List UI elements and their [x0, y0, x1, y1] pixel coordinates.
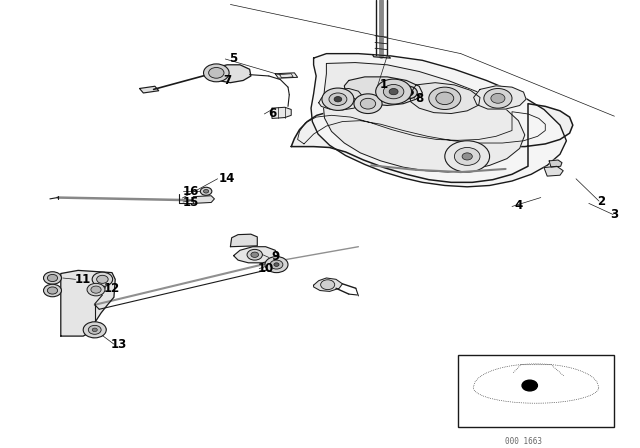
Circle shape: [265, 257, 288, 273]
Circle shape: [403, 89, 413, 96]
Circle shape: [92, 328, 97, 332]
Circle shape: [436, 92, 454, 104]
Polygon shape: [230, 234, 257, 247]
Text: 1: 1: [380, 78, 388, 91]
Circle shape: [274, 263, 279, 267]
Circle shape: [383, 85, 404, 99]
Text: 12: 12: [104, 282, 120, 295]
Polygon shape: [544, 166, 563, 176]
Circle shape: [321, 280, 335, 289]
Circle shape: [247, 250, 262, 260]
Circle shape: [389, 89, 398, 95]
Circle shape: [429, 87, 461, 109]
Circle shape: [91, 286, 101, 293]
Circle shape: [322, 88, 354, 110]
Circle shape: [88, 325, 101, 334]
Polygon shape: [291, 103, 573, 182]
Text: 4: 4: [515, 199, 522, 212]
Polygon shape: [211, 65, 251, 83]
Polygon shape: [323, 63, 525, 172]
Circle shape: [334, 96, 342, 102]
Polygon shape: [474, 86, 526, 109]
Circle shape: [484, 89, 512, 108]
Circle shape: [522, 380, 538, 391]
Circle shape: [87, 283, 105, 296]
Circle shape: [462, 153, 472, 160]
Text: 2: 2: [598, 194, 605, 207]
Circle shape: [47, 275, 58, 282]
Text: 11: 11: [75, 273, 92, 286]
Circle shape: [200, 187, 212, 195]
Circle shape: [92, 272, 113, 286]
Text: 16: 16: [182, 185, 199, 198]
Polygon shape: [275, 73, 298, 78]
Bar: [458, 355, 614, 427]
Text: 10: 10: [257, 262, 274, 275]
Text: 14: 14: [219, 172, 236, 185]
Polygon shape: [344, 77, 422, 105]
Circle shape: [83, 322, 106, 338]
Polygon shape: [319, 89, 364, 110]
Polygon shape: [372, 55, 390, 58]
Polygon shape: [140, 86, 159, 93]
Circle shape: [47, 287, 58, 294]
Circle shape: [399, 86, 417, 99]
Circle shape: [204, 64, 229, 82]
Text: 7: 7: [223, 74, 231, 87]
Circle shape: [454, 147, 480, 165]
Text: 6: 6: [268, 108, 276, 121]
Polygon shape: [314, 278, 342, 291]
Text: 8: 8: [415, 92, 423, 105]
Polygon shape: [234, 247, 278, 263]
Polygon shape: [61, 271, 115, 336]
Polygon shape: [549, 160, 562, 167]
Circle shape: [329, 93, 347, 105]
Text: 3: 3: [611, 208, 618, 221]
Circle shape: [360, 98, 376, 109]
Text: 9: 9: [271, 250, 279, 263]
Text: 15: 15: [182, 195, 199, 208]
Circle shape: [445, 141, 490, 172]
Circle shape: [44, 272, 61, 284]
Circle shape: [251, 252, 259, 258]
Circle shape: [376, 79, 412, 104]
Polygon shape: [272, 107, 291, 118]
Polygon shape: [193, 196, 214, 203]
Polygon shape: [311, 54, 566, 187]
Circle shape: [491, 94, 505, 103]
Polygon shape: [410, 83, 480, 113]
Text: 5: 5: [230, 52, 237, 65]
Circle shape: [354, 94, 382, 113]
Circle shape: [97, 276, 108, 283]
Text: 000 1663: 000 1663: [505, 437, 542, 446]
Circle shape: [209, 68, 224, 78]
Circle shape: [44, 284, 61, 297]
Circle shape: [204, 190, 209, 193]
Text: 13: 13: [110, 338, 127, 351]
Circle shape: [270, 260, 283, 269]
